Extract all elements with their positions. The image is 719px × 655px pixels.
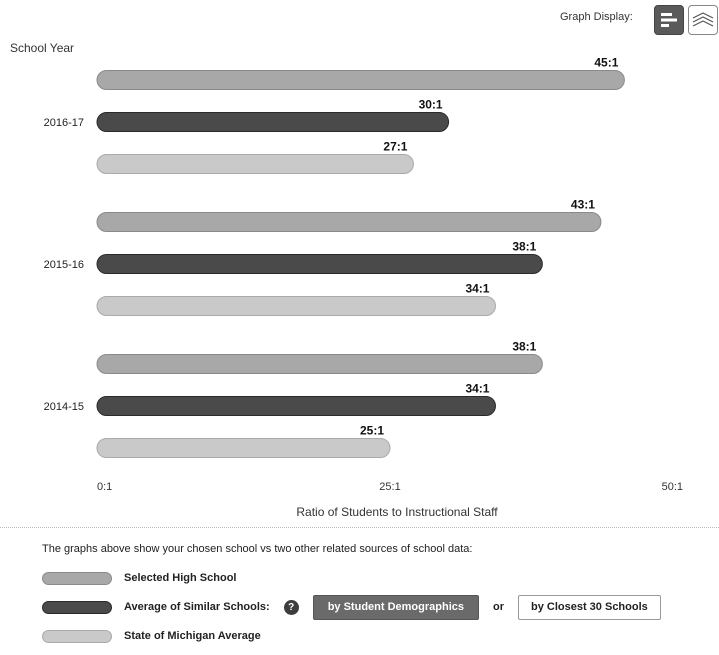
section-divider bbox=[0, 527, 719, 528]
help-icon[interactable]: ? bbox=[283, 599, 299, 615]
x-tick-label: 50:1 bbox=[662, 481, 683, 493]
legend-item-selected-school: Selected High School bbox=[42, 568, 236, 588]
legend-swatch-similar-schools bbox=[42, 600, 112, 614]
bar-selected-school bbox=[96, 70, 625, 90]
data-label: 38:1 bbox=[512, 340, 536, 354]
graph-display-label: Graph Display: bbox=[560, 11, 633, 23]
bar-chart-icon bbox=[661, 13, 677, 27]
x-tick-label: 0:1 bbox=[97, 481, 112, 493]
x-axis-title: Ratio of Students to Instructional Staff bbox=[296, 505, 498, 519]
x-tick-label: 25:1 bbox=[379, 481, 400, 493]
horizontal-bar-view-button[interactable] bbox=[654, 5, 684, 35]
bar-state-average bbox=[96, 154, 414, 174]
data-label: 30:1 bbox=[419, 98, 443, 112]
data-label: 38:1 bbox=[512, 240, 536, 254]
by-student-demographics-button[interactable]: by Student Demographics bbox=[312, 594, 479, 620]
category-label: 2015-16 bbox=[44, 259, 84, 271]
bar-chart: School Year 2016-17 45:1 30:1 27:1 2015-16 43:… bbox=[10, 41, 683, 519]
category-label: 2014-15 bbox=[44, 401, 84, 413]
by-closest-30-schools-button[interactable]: by Closest 30 Schools bbox=[518, 594, 661, 620]
data-label: 34:1 bbox=[465, 382, 489, 396]
data-label: 27:1 bbox=[383, 140, 407, 154]
legend-swatch-state-average bbox=[42, 629, 112, 643]
bar-state-average bbox=[96, 296, 496, 316]
bar-selected-school bbox=[96, 354, 543, 374]
bar-state-average bbox=[96, 438, 391, 458]
bar-similar-schools bbox=[96, 112, 450, 132]
or-text: or bbox=[493, 601, 504, 613]
data-label: 34:1 bbox=[465, 282, 489, 296]
legend-label-state-average: State of Michigan Average bbox=[124, 630, 261, 642]
bar-similar-schools bbox=[96, 254, 543, 274]
bar-similar-schools bbox=[96, 396, 496, 416]
legend-item-state-average: State of Michigan Average bbox=[42, 626, 261, 646]
area-chart-icon bbox=[692, 12, 714, 27]
y-axis-title: School Year bbox=[10, 41, 74, 55]
legend-item-similar-schools: Average of Similar Schools: ? by Student… bbox=[42, 594, 661, 620]
area-chart-view-button[interactable] bbox=[688, 5, 718, 35]
bar-selected-school bbox=[96, 212, 602, 232]
legend-swatch-selected-school bbox=[42, 571, 112, 585]
category-label: 2016-17 bbox=[44, 117, 84, 129]
data-label: 43:1 bbox=[571, 198, 595, 212]
legend-label-selected-school: Selected High School bbox=[124, 572, 237, 584]
legend-intro-text: The graphs above show your chosen school… bbox=[42, 543, 473, 555]
data-label: 45:1 bbox=[594, 56, 618, 70]
legend-label-similar-schools: Average of Similar Schools: bbox=[124, 601, 270, 613]
data-label: 25:1 bbox=[360, 424, 384, 438]
